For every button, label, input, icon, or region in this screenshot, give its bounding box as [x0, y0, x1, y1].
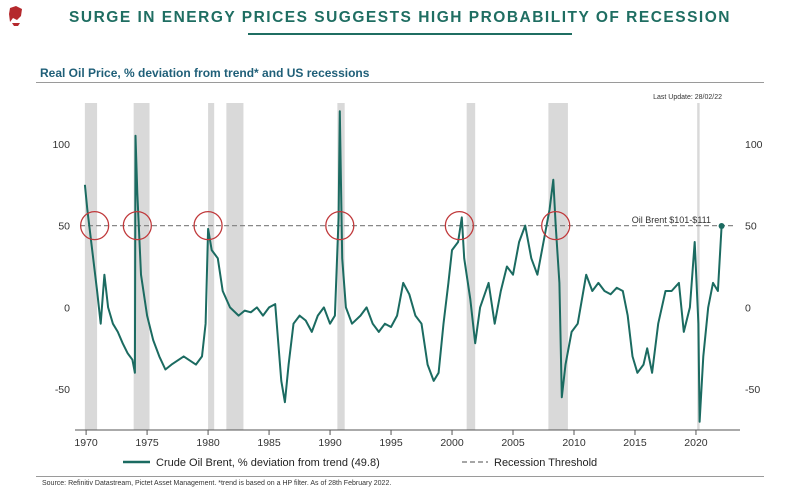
recession-bands	[84, 103, 700, 430]
highlight-circles	[79, 210, 571, 241]
y-tick-label-left-100: 100	[52, 139, 70, 151]
last-update-note: Last Update: 28/02/22	[653, 94, 722, 101]
x-tick-label-1985: 1985	[257, 437, 281, 449]
x-tick-label-1990: 1990	[318, 437, 342, 449]
threshold-circle-1	[122, 210, 152, 241]
chart-subtitle: Real Oil Price, % deviation from trend* …	[40, 66, 370, 80]
x-tick-label-1980: 1980	[196, 437, 220, 449]
x-tick-label-2020: 2020	[684, 437, 708, 449]
threshold-circle-2	[193, 210, 223, 241]
threshold-circle-5	[541, 210, 571, 241]
series-endpoint	[718, 222, 725, 229]
recession-band-0	[84, 103, 98, 430]
series-line-brent	[83, 110, 723, 423]
x-tick-label-2015: 2015	[623, 437, 647, 449]
y-tick-label-right-100: 100	[745, 139, 763, 151]
y-tick-label-left-50: 50	[58, 221, 70, 233]
brent-annotation: Oil Brent $101-$111	[632, 215, 711, 225]
y-tick-label-left--50: -50	[55, 384, 70, 396]
series-layer	[83, 110, 725, 423]
source-divider	[36, 476, 764, 477]
x-tick-label-1995: 1995	[379, 437, 403, 449]
recession-band-2	[208, 103, 215, 430]
x-tick-label-2005: 2005	[501, 437, 525, 449]
x-tick-label-1970: 1970	[74, 437, 98, 449]
legend-label-brent: Crude Oil Brent, % deviation from trend …	[156, 457, 380, 469]
threshold-circle-3	[325, 210, 355, 241]
legend: Crude Oil Brent, % deviation from trend …	[123, 457, 597, 469]
y-tick-label-right-50: 50	[745, 221, 757, 233]
source-note: Source: Refinitiv Datastream, Pictet Ass…	[42, 480, 392, 487]
threshold-circle-0	[79, 210, 110, 241]
recession-band-3	[226, 103, 244, 430]
title-underline	[248, 33, 572, 35]
subtitle-divider	[36, 82, 764, 83]
recession-band-4	[337, 103, 345, 430]
recession-band-7	[697, 103, 700, 430]
x-tick-label-1975: 1975	[135, 437, 159, 449]
x-tick-label-2000: 2000	[440, 437, 464, 449]
axes: 1970 1975 1980 1985 1990 1995 2000 2005 2010 2015…	[52, 139, 762, 449]
threshold-circle-4	[444, 210, 474, 241]
page-title: SURGE IN ENERGY PRICES SUGGESTS HIGH PRO…	[69, 9, 731, 26]
recession-band-5	[466, 103, 476, 430]
logo	[9, 6, 22, 26]
legend-label-threshold: Recession Threshold	[494, 457, 597, 469]
y-tick-label-left-0: 0	[64, 302, 70, 314]
x-tick-label-2010: 2010	[562, 437, 586, 449]
y-tick-label-right--50: -50	[745, 384, 760, 396]
y-tick-label-right-0: 0	[745, 302, 751, 314]
